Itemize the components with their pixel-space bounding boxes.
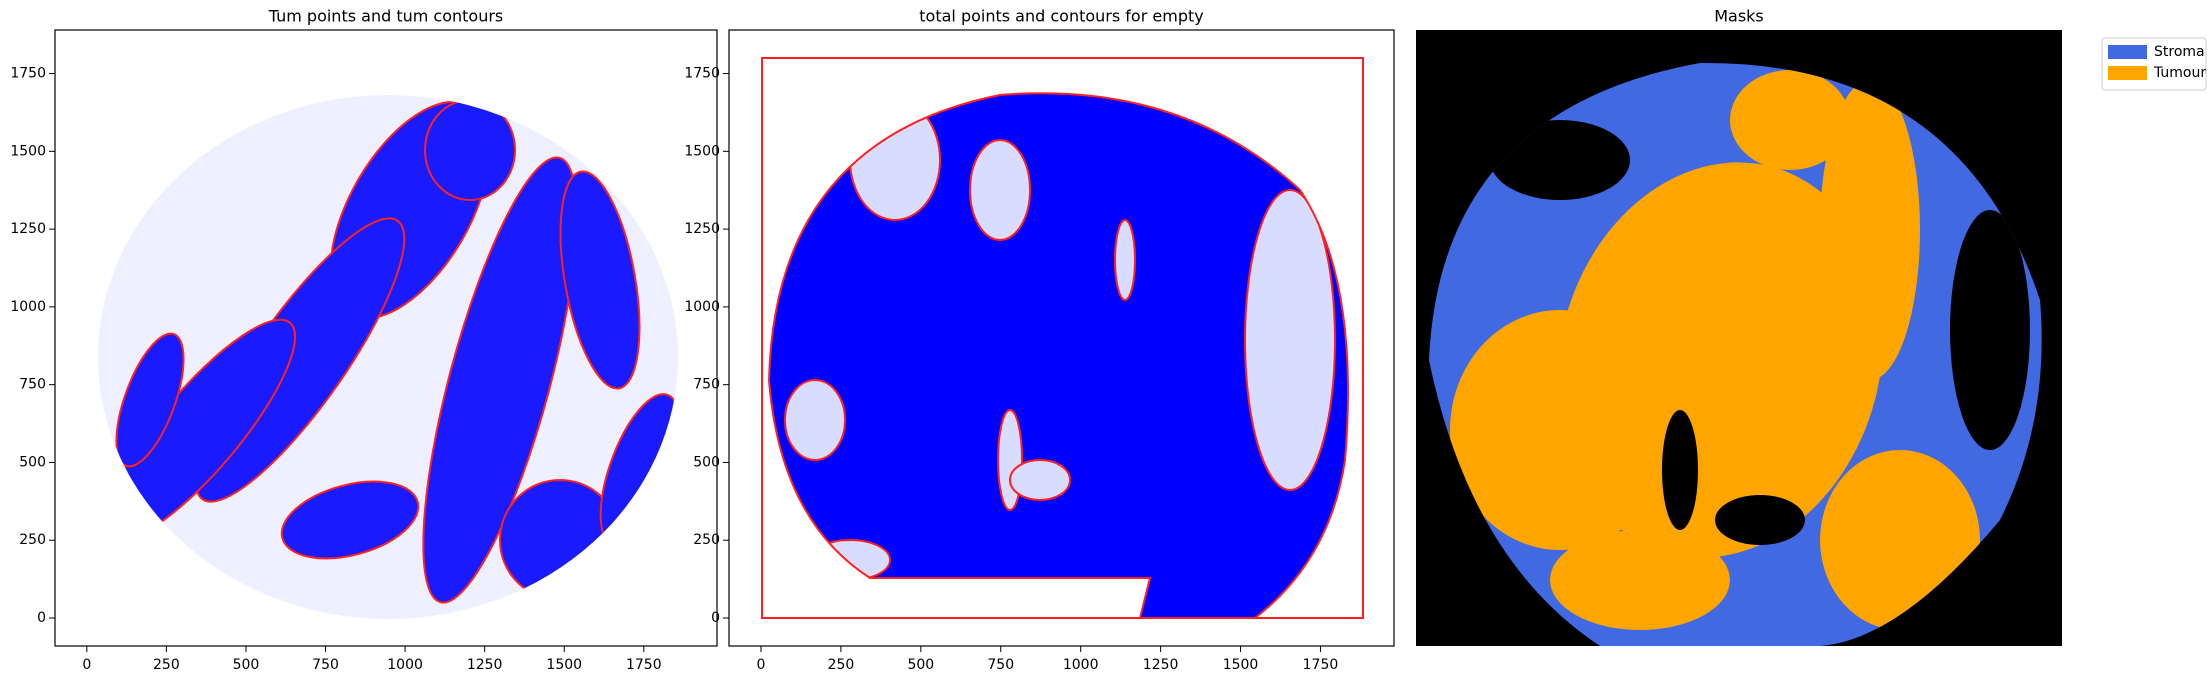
y-tick-label: 250: [693, 532, 720, 548]
y-tick-label: 1750: [684, 66, 720, 82]
y-tick-label: 1500: [684, 143, 720, 159]
legend-label: Stroma: [2154, 44, 2205, 60]
x-tick-label: 750: [312, 657, 339, 673]
empty-contour: [767, 92, 1349, 619]
legend-label: Tumour: [2153, 65, 2206, 81]
x-tick-label: 1750: [626, 657, 662, 673]
panel-title: Masks: [1714, 7, 1764, 26]
y-tick-label: 1250: [10, 221, 46, 237]
y-tick-label: 0: [711, 610, 720, 626]
y-tick-label: 1000: [684, 299, 720, 315]
axes-frame: [728, 29, 1395, 647]
y-tick-label: 0: [37, 610, 46, 626]
y-tick-label: 750: [19, 377, 46, 393]
mask: [1429, 62, 2042, 646]
x-tick-label: 250: [828, 657, 855, 673]
x-tick-label: 500: [907, 657, 934, 673]
x-tick-label: 0: [757, 657, 766, 673]
x-tick-label: 1750: [1303, 657, 1339, 673]
y-tick-label: 250: [19, 532, 46, 548]
y-tick-label: 1750: [10, 66, 46, 82]
legend-swatch: [2108, 66, 2147, 80]
x-tick-label: 1250: [1143, 657, 1179, 673]
y-tick-label: 750: [693, 377, 720, 393]
x-tick-label: 1250: [467, 657, 503, 673]
x-tick-label: 1500: [546, 657, 582, 673]
y-tick-label: 500: [19, 454, 46, 470]
y-tick-label: 1000: [10, 299, 46, 315]
x-tick-label: 1500: [1223, 657, 1259, 673]
panel-title: Tum points and tum contours: [268, 7, 504, 26]
panel-title: total points and contours for empty: [919, 7, 1203, 26]
y-tick-label: 1500: [10, 143, 46, 159]
legend-swatch: [2108, 45, 2147, 59]
x-tick-label: 750: [987, 657, 1014, 673]
x-tick-label: 500: [233, 657, 260, 673]
x-tick-label: 0: [82, 657, 91, 673]
y-tick-label: 500: [693, 454, 720, 470]
tumour-points: [98, 95, 678, 619]
x-tick-label: 250: [153, 657, 180, 673]
y-tick-label: 1250: [684, 221, 720, 237]
total-points: [769, 93, 1348, 618]
x-tick-label: 1000: [387, 657, 423, 673]
bounding-contour: [761, 57, 1364, 619]
axes-frame: [54, 29, 718, 647]
x-tick-label: 1000: [1063, 657, 1099, 673]
